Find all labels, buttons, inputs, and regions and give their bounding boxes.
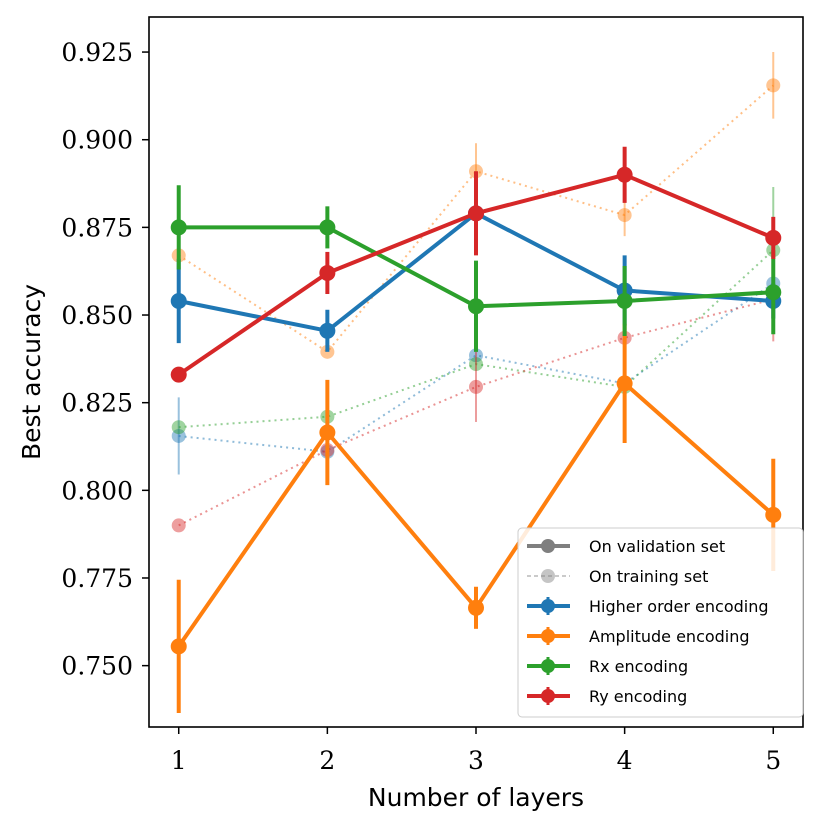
legend-label: Ry encoding: [589, 687, 687, 706]
data-point: [171, 518, 186, 533]
legend-label: On validation set: [589, 537, 725, 556]
y-tick-label: 0.800: [61, 476, 133, 505]
y-tick-label: 0.825: [61, 389, 133, 418]
legend-entry-4: Rx encoding: [527, 657, 688, 676]
series-line: [178, 84, 774, 353]
data-point: [171, 428, 186, 443]
legend-label: Higher order encoding: [589, 597, 769, 616]
data-point: [170, 293, 187, 309]
data-point: [468, 298, 484, 315]
data-point: [616, 293, 633, 309]
axis-ticks: 1 2 3 4 5 0.750 0.775 0.800 0.825 0.850 0.875 0.900…: [61, 38, 781, 775]
legend-box: [517, 527, 804, 718]
legend-entry-5: Ry encoding: [527, 687, 687, 706]
data-point: [765, 284, 782, 301]
data-point: [616, 375, 633, 392]
y-tick-label: 0.850: [61, 301, 133, 330]
y-axis-title: Best accuracy: [17, 284, 46, 460]
series-line: [178, 249, 774, 429]
data-point: [468, 599, 484, 616]
data-point: [765, 506, 782, 523]
x-axis-title: Number of layers: [368, 783, 584, 812]
x-tick-label: 1: [171, 746, 187, 775]
series-line: [178, 298, 774, 527]
series-layer: [170, 52, 782, 713]
data-point: [171, 420, 186, 435]
data-point: [616, 166, 633, 183]
legend-label: On training set: [589, 567, 708, 586]
y-tick-label: 0.750: [61, 652, 133, 681]
x-tick-label: 4: [617, 746, 633, 775]
legend-entry-3: Amplitude encoding: [527, 627, 750, 646]
y-tick-label: 0.925: [61, 38, 133, 67]
y-tick-label: 0.775: [61, 564, 133, 593]
data-point: [469, 348, 483, 363]
series-5: [170, 323, 782, 713]
data-point: [766, 78, 781, 93]
legend-label: Rx encoding: [589, 657, 688, 676]
legend-entry-0: On validation set: [527, 537, 725, 556]
x-tick-label: 3: [468, 746, 484, 775]
legend-swatch-marker: [541, 539, 555, 553]
y-tick-label: 0.900: [61, 126, 133, 155]
series-7: [170, 146, 782, 383]
y-tick-label: 0.875: [61, 213, 133, 242]
data-point: [170, 366, 187, 383]
data-point: [469, 357, 483, 372]
data-point: [170, 219, 187, 236]
legend-swatch-marker: [541, 569, 555, 583]
x-tick-label: 2: [319, 746, 335, 775]
data-point: [319, 264, 336, 281]
series-6: [170, 185, 782, 352]
legend-entry-1: On training set: [527, 567, 708, 586]
data-point: [469, 379, 483, 394]
data-point: [170, 638, 187, 655]
x-tick-label: 5: [765, 746, 781, 775]
legend-label: Amplitude encoding: [589, 627, 750, 646]
data-point: [468, 205, 484, 222]
legend: On validation set On training set Higher o…: [517, 527, 804, 718]
data-point: [617, 208, 632, 223]
data-point: [319, 219, 336, 236]
data-point: [765, 229, 782, 246]
data-point: [319, 322, 336, 339]
data-point: [319, 424, 336, 441]
legend-entry-2: Higher order encoding: [527, 597, 769, 616]
